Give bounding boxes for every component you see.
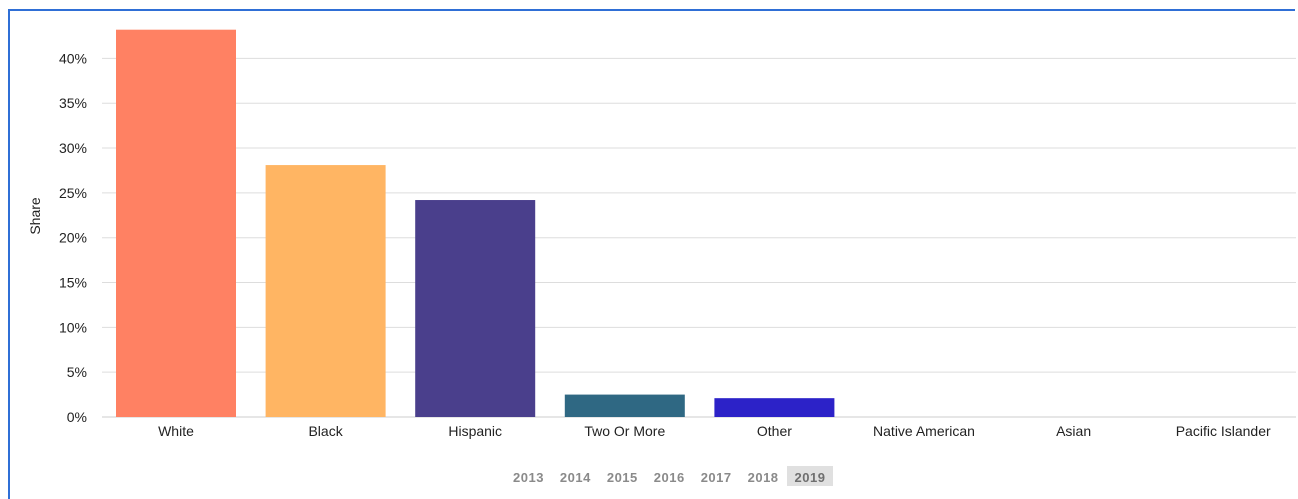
x-tick-label: White [158,423,194,439]
year-option-2014[interactable]: 2014 [559,470,591,485]
year-option-2017[interactable]: 2017 [700,470,732,485]
y-tick-label: 30% [59,140,87,156]
year-option-2016[interactable]: 2016 [653,470,685,485]
chart-frame [8,9,1295,499]
year-option-2018[interactable]: 2018 [747,470,779,485]
y-tick-label: 25% [59,185,87,201]
y-tick-label: 20% [59,230,87,246]
x-tick-label: Pacific Islander [1176,423,1271,439]
y-tick-label: 10% [59,319,87,335]
gridlines [102,57,1296,418]
y-axis-label: Share [27,197,43,235]
year-option-2019[interactable]: 2019 [786,466,834,486]
x-tick-labels: White Black Hispanic Two Or More Other Native… [158,423,1271,439]
bar-white[interactable] [116,29,236,417]
x-tick-label: Native American [873,423,975,439]
y-tick-label: 15% [59,275,87,291]
y-tick-label: 35% [59,95,87,111]
x-tick-label: Other [757,423,792,439]
year-option-2015[interactable]: 2015 [606,470,638,485]
x-tick-label: Two Or More [584,423,665,439]
bar-black[interactable] [265,165,386,417]
y-tick-labels: 0% 5% 10% 15% 20% 25% 30% 35% 40% [59,50,87,425]
y-tick-label: 5% [67,364,87,380]
bar-hispanic[interactable] [415,200,536,417]
bar-two-or-more[interactable] [564,394,685,417]
x-tick-label: Asian [1056,423,1091,439]
bars [116,29,835,417]
year-selector: 2013 2014 2015 2016 2017 2018 2019 [505,466,834,490]
bar-other[interactable] [714,398,835,417]
y-tick-label: 40% [59,50,87,66]
x-tick-label: Black [308,423,343,439]
x-tick-label: Hispanic [448,423,502,439]
year-option-2013[interactable]: 2013 [513,470,544,485]
y-tick-label: 0% [67,409,87,425]
